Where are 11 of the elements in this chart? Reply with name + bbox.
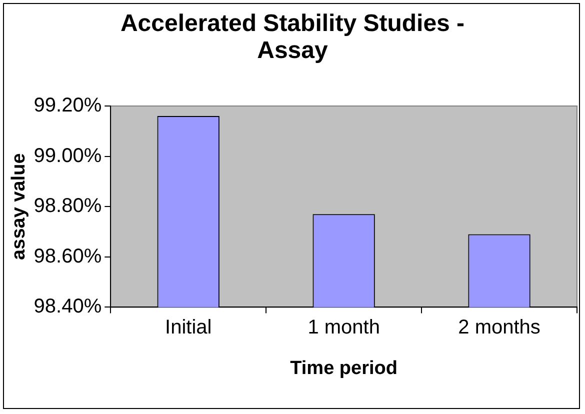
y-tick-label: 98.80% [34, 195, 102, 218]
x-tick-label: 2 months [458, 316, 540, 339]
x-tick-label: 1 month [308, 316, 380, 339]
y-tick-label: 99.00% [34, 144, 102, 167]
y-tick-label: 99.20% [34, 94, 102, 117]
chart-title: Accelerated Stability Studies - Assay [119, 10, 466, 64]
y-axis-title: assay value [8, 153, 30, 260]
y-tick-label: 98.60% [34, 245, 102, 268]
x-axis-title: Time period [290, 358, 398, 379]
y-tick-label: 98.40% [34, 296, 102, 318]
x-tick-label: Initial [165, 316, 212, 339]
